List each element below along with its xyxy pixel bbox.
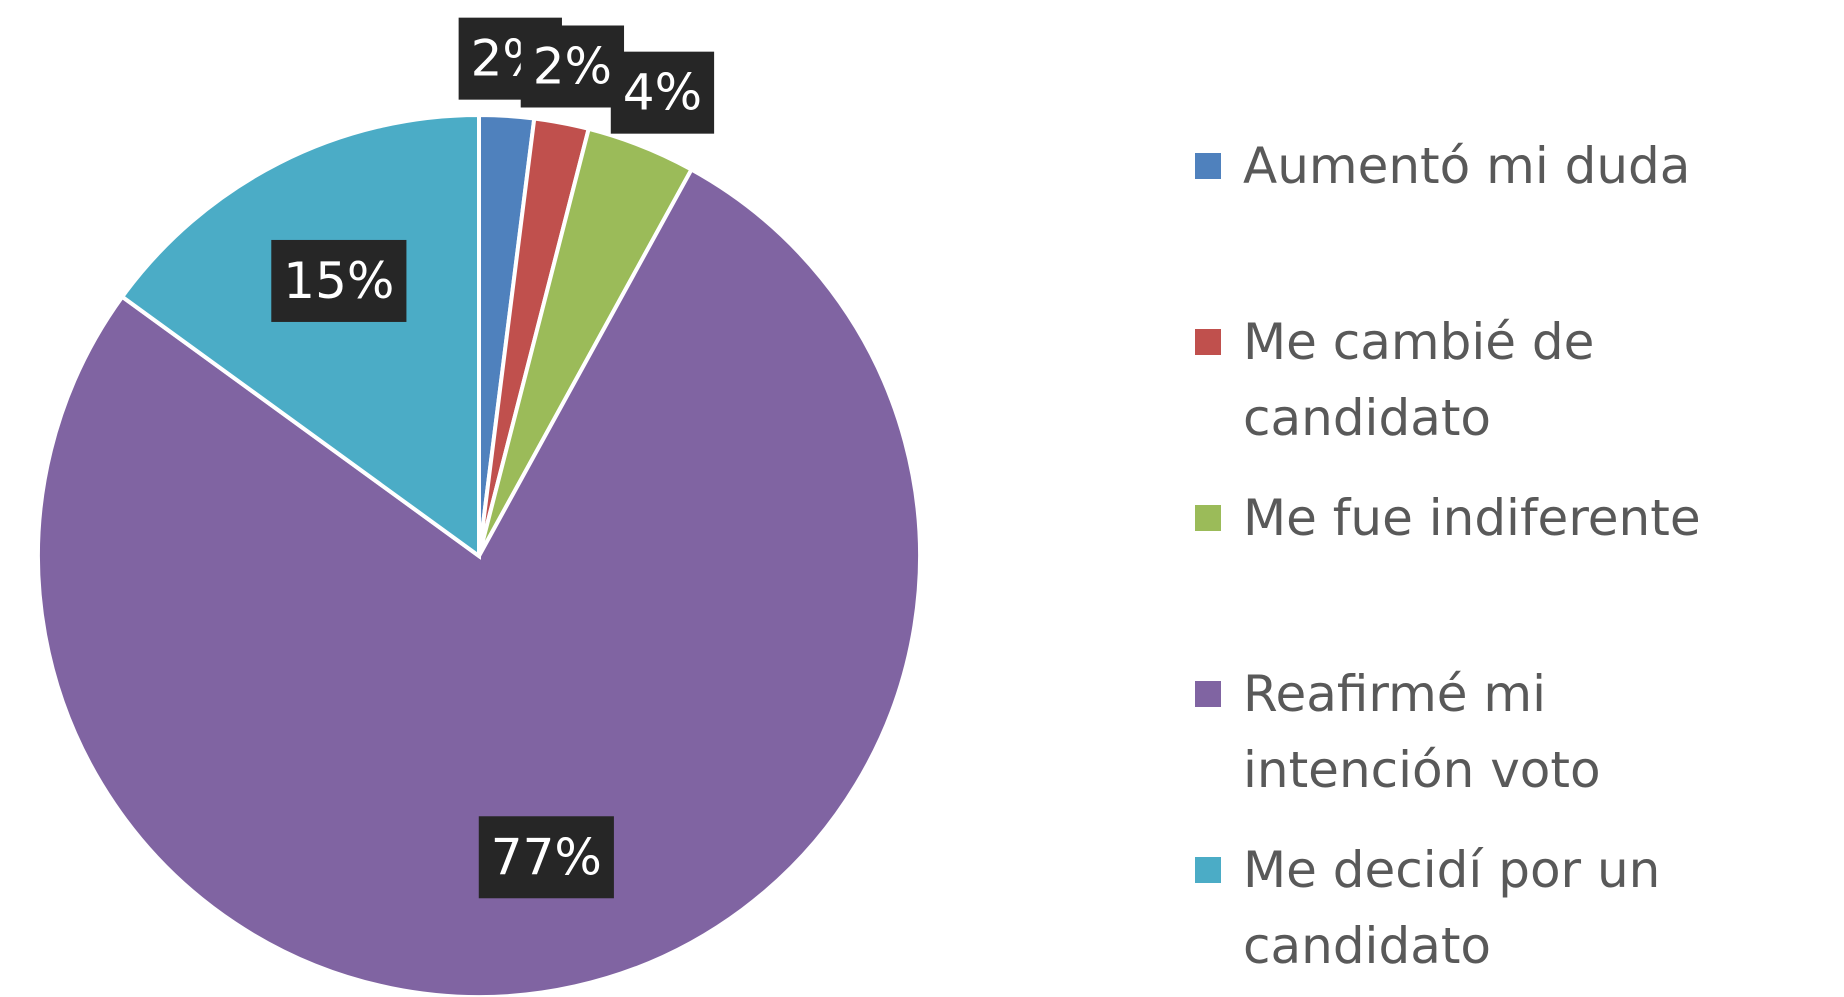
legend-label: Me fue indiferente — [1243, 489, 1701, 547]
legend-label: Me cambié de candidato — [1243, 313, 1595, 447]
legend-item: Me fue indiferente — [1195, 480, 1795, 556]
legend-label: Me decidí por un candidato — [1243, 841, 1661, 975]
legend-item: Aumentó mi duda — [1195, 128, 1795, 204]
data-label: 2% — [533, 37, 612, 95]
pie-slice — [36, 166, 922, 997]
legend-label: Aumentó mi duda — [1243, 137, 1691, 195]
data-label-box — [520, 25, 625, 108]
legend-swatch — [1195, 329, 1221, 355]
legend-swatch — [1195, 857, 1221, 883]
data-label-box — [271, 239, 407, 322]
legend-item: Reafirmé mi intención voto — [1195, 656, 1795, 808]
data-label: 77% — [491, 828, 602, 886]
legend-label: Reafirmé mi intención voto — [1243, 665, 1601, 799]
legend-item: Me decidí por un candidato — [1195, 832, 1795, 984]
legend-swatch — [1195, 505, 1221, 531]
legend-item: Me cambié de candidato — [1195, 304, 1795, 456]
pie-slice — [119, 112, 481, 560]
data-label: 4% — [623, 64, 702, 122]
data-label-box — [610, 51, 715, 134]
legend-swatch — [1195, 153, 1221, 179]
data-label: 15% — [283, 252, 394, 310]
data-label-box — [478, 816, 614, 899]
legend-swatch — [1195, 681, 1221, 707]
